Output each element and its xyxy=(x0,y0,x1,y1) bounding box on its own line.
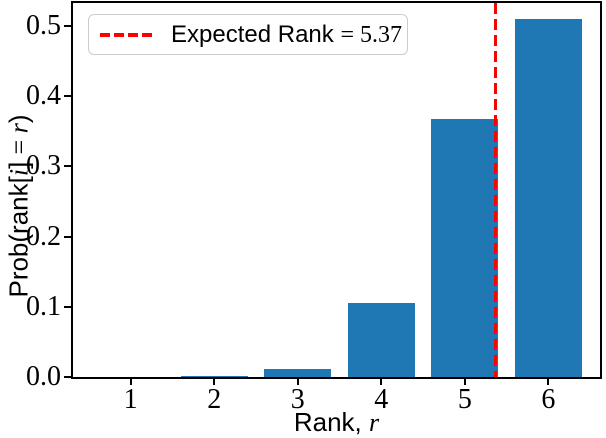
legend-dash-sample xyxy=(100,32,152,37)
y-tick-label: 0.4 xyxy=(26,80,61,112)
bar-rank-5 xyxy=(431,118,499,377)
y-tick-mark xyxy=(64,305,71,308)
x-tick-mark xyxy=(463,379,466,385)
y-tick-mark xyxy=(64,376,71,378)
y-axis-label-part: r xyxy=(4,123,34,134)
y-axis-label-part: = xyxy=(4,133,34,155)
x-axis-label-part: Rank, xyxy=(293,407,370,437)
y-axis-label: Prob(rank[i] = r) xyxy=(4,114,35,297)
x-tick-mark xyxy=(213,379,216,385)
legend-label: Expected Rank = 5.37 xyxy=(171,21,402,49)
legend-label-part: Expected Rank xyxy=(171,20,341,48)
bar-rank-4 xyxy=(347,302,415,377)
x-axis-label: Rank, r xyxy=(72,406,601,438)
expected-rank-line xyxy=(494,3,498,377)
y-tick-mark xyxy=(64,25,71,28)
legend: Expected Rank = 5.37 xyxy=(88,14,408,55)
y-axis-label-part: Prob(rank[ xyxy=(3,176,34,298)
y-tick-label: 0.0 xyxy=(26,361,61,392)
y-tick-label: 0.5 xyxy=(26,10,61,42)
x-tick-mark xyxy=(547,379,550,385)
x-tick-label: 3 xyxy=(290,384,305,415)
bar-rank-3 xyxy=(264,368,332,377)
plot-area: Expected Rank = 5.37 xyxy=(71,1,602,379)
y-tick-label: 0.2 xyxy=(26,220,61,252)
y-axis-label-part: ] xyxy=(3,154,34,169)
x-tick-mark xyxy=(296,379,299,385)
y-tick-mark xyxy=(64,235,71,238)
y-tick-mark xyxy=(64,95,71,98)
x-tick-mark xyxy=(129,379,132,385)
x-tick-label: 1 xyxy=(123,384,138,415)
bar-rank-2 xyxy=(180,375,248,377)
legend-label-part: = 5.37 xyxy=(340,21,402,48)
x-tick-label: 5 xyxy=(457,384,472,415)
bar-rank-6 xyxy=(514,19,582,377)
y-tick-label: 0.3 xyxy=(26,150,61,182)
y-tick-label: 0.1 xyxy=(26,290,61,322)
y-axis-label-part: ) xyxy=(3,114,34,124)
x-axis-label-part: r xyxy=(369,408,380,437)
y-axis-label-part: i xyxy=(4,168,34,177)
y-tick-mark xyxy=(64,165,71,168)
x-tick-mark xyxy=(380,379,383,385)
x-tick-label: 4 xyxy=(374,384,389,415)
x-tick-label: 2 xyxy=(207,384,222,415)
x-tick-label: 6 xyxy=(541,384,556,415)
